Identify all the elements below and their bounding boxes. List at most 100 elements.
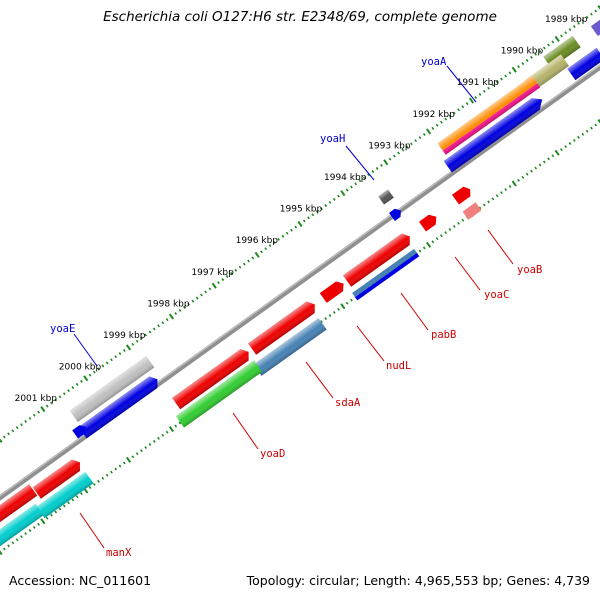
accession-text: Accession: NC_011601 xyxy=(9,573,152,588)
outer-tick xyxy=(328,200,332,204)
leader-yoaC xyxy=(454,256,481,291)
outer-tick xyxy=(577,21,580,25)
outer-tick xyxy=(491,83,495,87)
gene-label-yoaC[interactable]: yoaC xyxy=(484,289,509,301)
inner-tick xyxy=(37,522,40,526)
outer-tick xyxy=(568,28,572,32)
outer-tick xyxy=(105,361,109,365)
gene-feature-nudL[interactable] xyxy=(319,279,347,303)
outer-tick xyxy=(80,379,83,383)
outer-tick xyxy=(37,410,40,414)
inner-tick xyxy=(45,516,49,520)
outer-tick xyxy=(290,228,293,232)
outer-tick xyxy=(118,352,122,356)
inner-tick xyxy=(435,237,439,241)
outer-tick xyxy=(367,173,370,177)
gene-label-manX[interactable]: manX xyxy=(106,547,132,559)
outer-tick xyxy=(110,358,113,362)
outer-tick xyxy=(457,108,460,112)
outer-tick xyxy=(178,308,182,312)
gene-feature-pabB-steel[interactable] xyxy=(352,248,417,298)
inner-tick xyxy=(444,231,448,235)
inner-tick xyxy=(7,544,10,548)
outer-tick xyxy=(285,231,289,235)
inner-tick xyxy=(431,240,435,244)
gene-feature-yoaB-red[interactable] xyxy=(452,184,474,205)
inner-tick xyxy=(581,132,585,136)
inner-tick xyxy=(521,175,525,179)
outer-tick xyxy=(597,5,600,10)
inner-tick xyxy=(440,234,443,238)
outer-tick xyxy=(504,74,508,78)
inner-tick xyxy=(92,482,96,486)
kbp-label-1996: 1996 kbp xyxy=(236,236,279,246)
outer-tick xyxy=(247,259,250,263)
gene-feature-pabB-blue[interactable] xyxy=(355,252,420,301)
gene-label-sdaA[interactable]: sdaA xyxy=(335,397,361,409)
inner-tick xyxy=(554,149,560,156)
outer-tick xyxy=(238,265,242,269)
inner-tick xyxy=(75,495,79,499)
outer-tick xyxy=(452,111,456,115)
gene-feature-small-blue[interactable] xyxy=(72,423,88,439)
gene-label-yoaE[interactable]: yoaE xyxy=(50,323,75,335)
inner-tick xyxy=(157,436,160,440)
outer-tick xyxy=(324,204,328,207)
inner-tick xyxy=(140,449,143,453)
outer-tick xyxy=(332,197,336,201)
outer-tick xyxy=(495,80,499,84)
inner-tick xyxy=(482,203,486,207)
gene-label-yoaD[interactable]: yoaD xyxy=(260,448,285,460)
outer-tick xyxy=(32,413,36,417)
outer-tick xyxy=(422,133,426,136)
outer-tick xyxy=(11,429,15,433)
inner-tick xyxy=(54,510,58,514)
outer-tick xyxy=(410,142,413,146)
outer-tick xyxy=(521,62,525,66)
inner-tick xyxy=(50,513,53,517)
inner-tick xyxy=(350,298,353,302)
inner-tick xyxy=(118,464,122,468)
outer-tick xyxy=(440,120,443,124)
inner-tick xyxy=(168,426,175,433)
outer-tick xyxy=(144,333,148,337)
inner-tick xyxy=(122,461,126,465)
map-title: Escherichia coli O127:H6 str. E2348/69, … xyxy=(103,9,497,25)
outer-tick xyxy=(551,40,555,44)
gene-label-pabB[interactable]: pabB xyxy=(431,329,456,341)
gene-label-yoaB[interactable]: yoaB xyxy=(517,264,542,276)
gene-feature-yoaC[interactable] xyxy=(419,212,440,232)
gene-label-yoaH[interactable]: yoaH xyxy=(320,133,345,145)
gene-label-nudL[interactable]: nudL xyxy=(386,360,411,372)
genome-summary-text: Topology: circular; Length: 4,965,553 bp… xyxy=(246,573,590,588)
outer-tick xyxy=(302,219,306,223)
gene-feature-yoaH-blue[interactable] xyxy=(389,206,404,221)
outer-tick xyxy=(392,154,396,158)
inner-tick xyxy=(165,430,169,434)
outer-tick xyxy=(157,324,160,328)
outer-tick xyxy=(187,302,190,306)
outer-tick xyxy=(148,330,152,334)
gene-label-yoaA[interactable]: yoaA xyxy=(421,56,447,68)
outer-tick xyxy=(311,213,315,217)
outer-tick xyxy=(538,49,542,53)
inner-tick xyxy=(590,126,593,130)
gene-feature-1989-purple[interactable] xyxy=(590,19,600,37)
inner-tick xyxy=(174,424,178,428)
inner-tick xyxy=(564,145,568,149)
outer-tick xyxy=(590,12,593,16)
outer-tick xyxy=(281,234,285,238)
inner-tick xyxy=(80,492,83,496)
outer-tick xyxy=(414,139,418,143)
inner-tick xyxy=(542,160,546,164)
leader-yoaA xyxy=(446,65,477,103)
inner-tick xyxy=(491,197,495,201)
kbp-scale: 1989 kbp 1990 kbp 1991 kbp 1992 kbp 1993 kbp… xyxy=(15,15,588,404)
outer-tick xyxy=(211,282,217,289)
outer-tick xyxy=(401,148,405,152)
outer-tick xyxy=(28,416,32,420)
gene-feature-yoaB-pink[interactable] xyxy=(462,202,482,220)
outer-tick xyxy=(444,117,448,121)
outer-tick xyxy=(482,89,486,93)
